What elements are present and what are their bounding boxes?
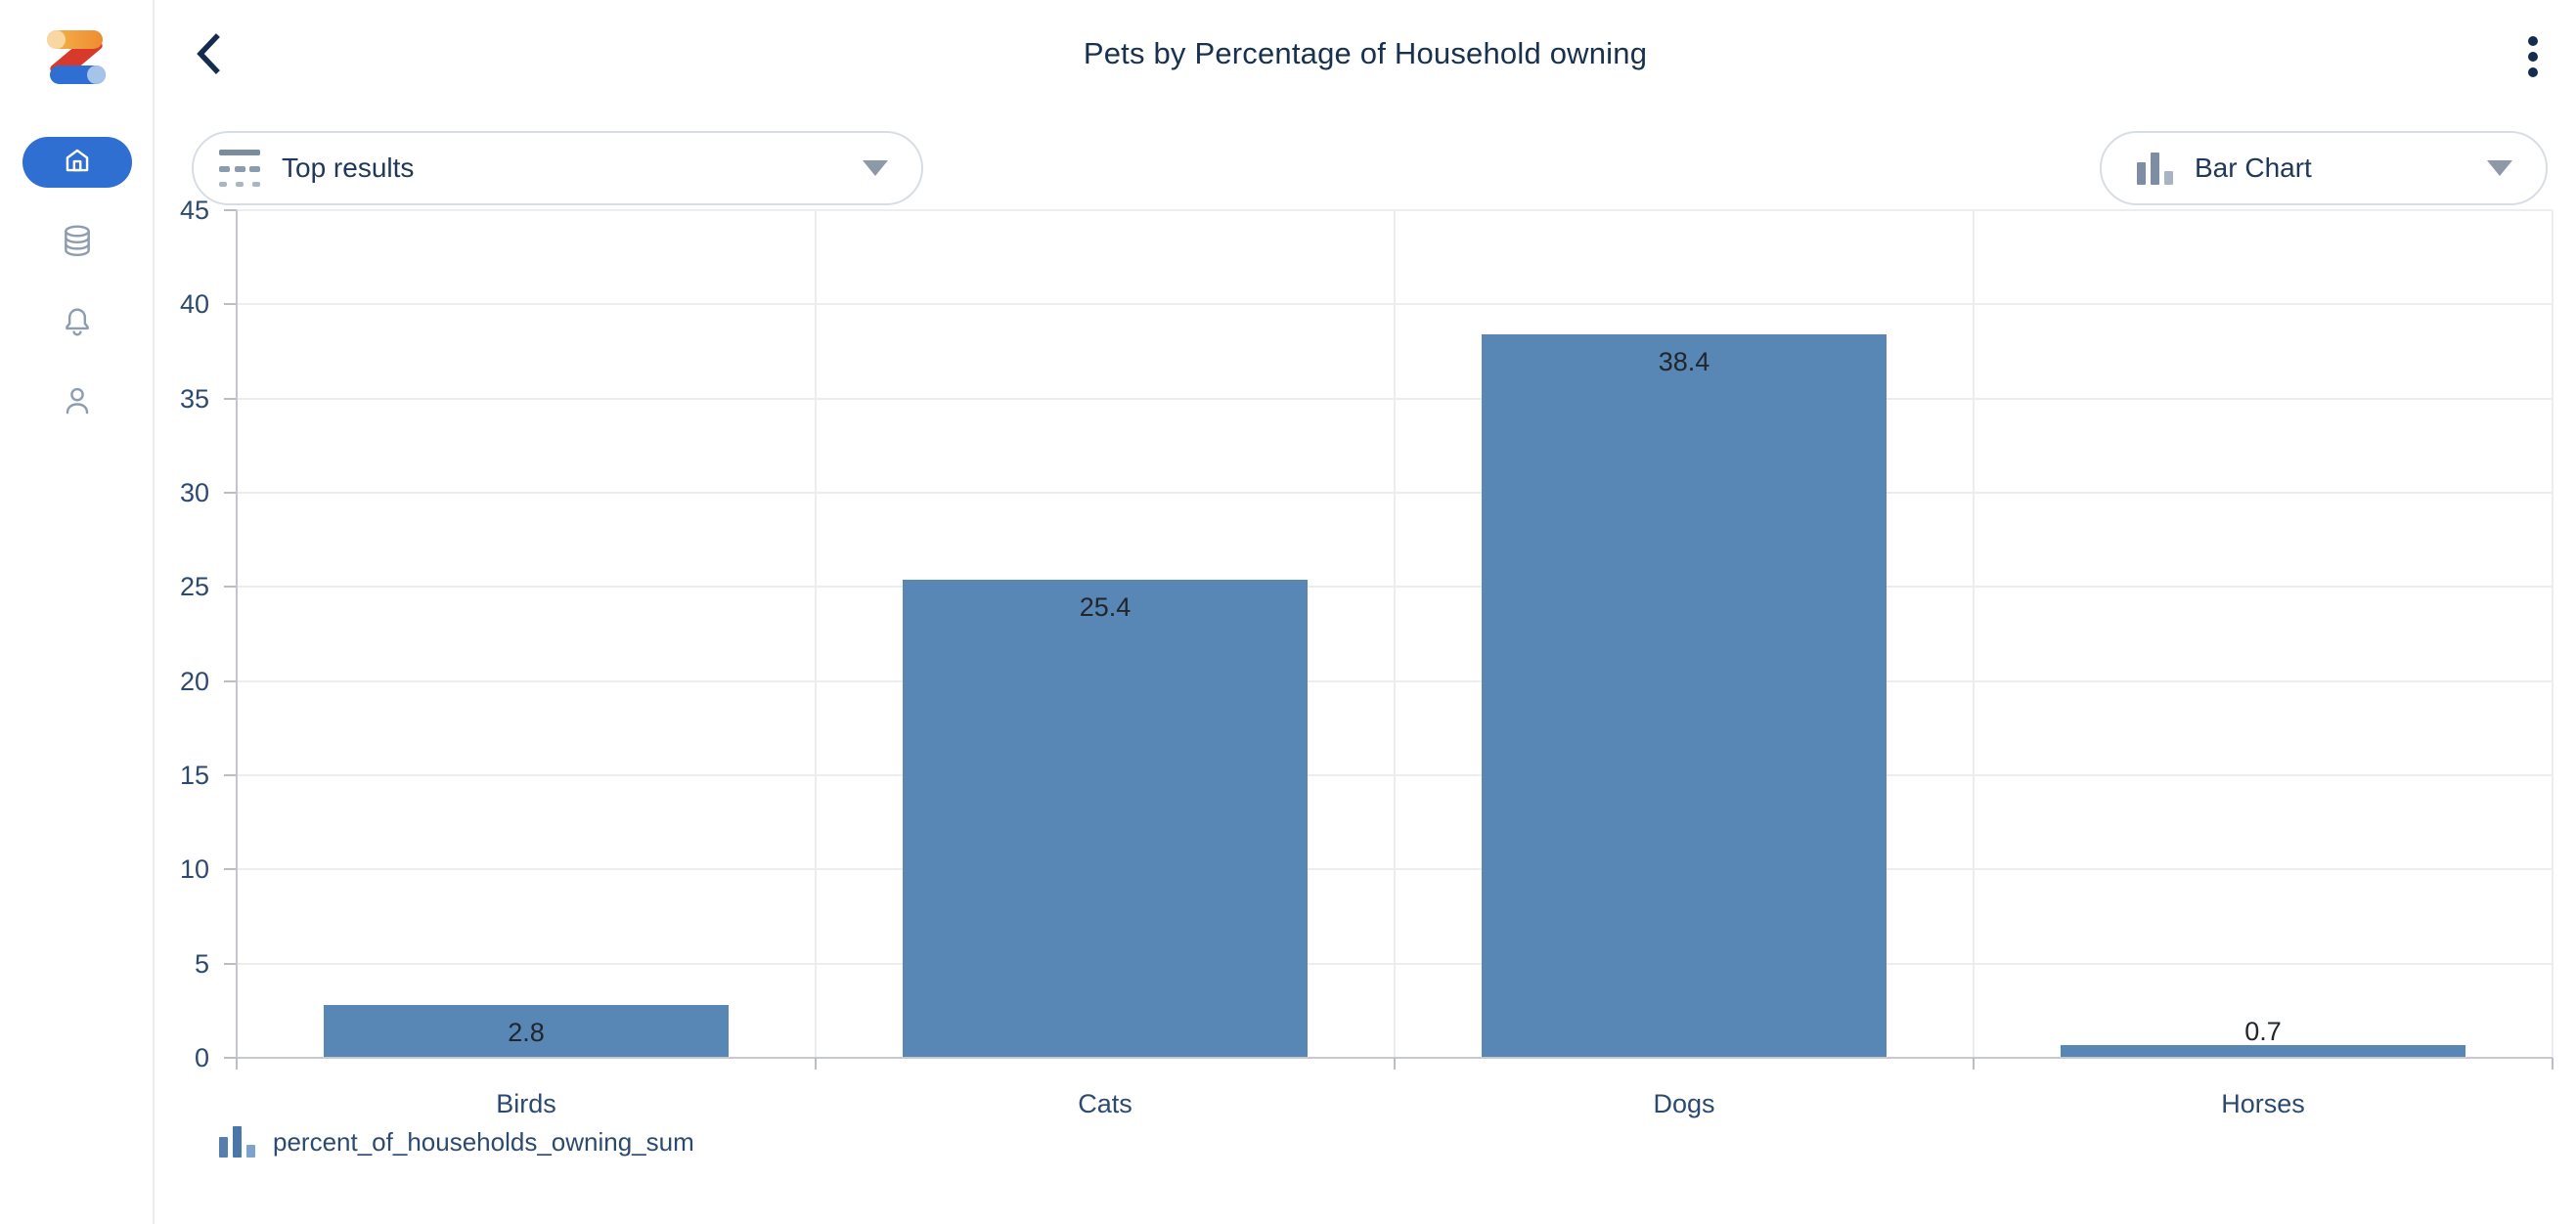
y-axis-tick-label: 30 [179, 478, 209, 507]
v-gridline [2552, 210, 2554, 1058]
y-axis-tick-label: 15 [179, 761, 209, 790]
legend-series-label: percent_of_households_owning_sum [273, 1126, 694, 1157]
bar-birds[interactable] [324, 1005, 729, 1058]
database-icon [60, 223, 95, 263]
sidebar-item-home[interactable] [0, 137, 155, 188]
chevron-left-icon [186, 33, 235, 82]
kebab-dot [2528, 67, 2538, 77]
y-axis-tick [224, 303, 237, 306]
y-axis-tick [224, 209, 237, 211]
person-icon [60, 383, 95, 423]
chart-legend[interactable]: percent_of_households_owning_sum [219, 1126, 694, 1158]
y-axis-tick [224, 679, 237, 682]
y-axis-tick-label: 35 [179, 383, 209, 414]
y-axis-tick-label: 0 [194, 1043, 209, 1072]
x-axis-tick [236, 1058, 238, 1070]
x-axis-tick [2552, 1058, 2554, 1070]
x-axis-category-label: Horses [2221, 1089, 2305, 1118]
chevron-down-icon [863, 160, 888, 176]
kebab-dot [2528, 36, 2538, 46]
logo-top-dot [47, 30, 66, 49]
legend-series-icon [219, 1126, 255, 1158]
bell-icon [60, 303, 95, 343]
y-axis-tick [224, 1057, 237, 1059]
kebab-dot [2528, 52, 2538, 62]
header: Pets by Percentage of Household owning [155, 0, 2576, 108]
bar-value-label: 2.8 [508, 1018, 545, 1048]
page-title: Pets by Percentage of Household owning [1083, 36, 1648, 70]
bar-chart-icon [2137, 152, 2173, 185]
v-gridline [1394, 210, 1396, 1058]
bar-value-label: 25.4 [1079, 591, 1132, 622]
sidebar-item-notifications[interactable] [0, 297, 155, 348]
y-axis-tick [224, 774, 237, 776]
bar-cats[interactable] [903, 579, 1308, 1058]
logo-bottom-dot [87, 66, 106, 84]
y-axis-tick [224, 868, 237, 871]
y-axis-tick-label: 25 [179, 572, 209, 602]
bar-dogs[interactable] [1482, 334, 1887, 1058]
y-axis-tick [224, 962, 237, 965]
y-axis-tick [224, 397, 237, 400]
active-pill [22, 137, 132, 188]
y-axis-tick [224, 586, 237, 589]
kebab-menu-button[interactable] [2521, 32, 2545, 81]
top-results-label: Top results [282, 153, 415, 183]
y-axis-line [236, 210, 238, 1070]
bar-value-label: 38.4 [1658, 347, 1710, 377]
top-results-dropdown[interactable]: Top results [192, 131, 923, 205]
y-axis-tick-label: 45 [179, 196, 209, 225]
x-axis-category-label: Cats [1078, 1089, 1133, 1118]
zoho-analytics-logo[interactable] [45, 25, 108, 88]
v-gridline [815, 210, 817, 1058]
x-axis-tick [1973, 1058, 1975, 1070]
sidebar-item-account[interactable] [0, 377, 155, 428]
chart-type-label: Bar Chart [2195, 153, 2312, 183]
y-axis-tick-label: 5 [194, 948, 209, 979]
y-axis-tick-label: 40 [179, 289, 209, 320]
chart-type-dropdown[interactable]: Bar Chart [2100, 131, 2548, 205]
y-axis-tick [224, 492, 237, 494]
home-icon [60, 143, 95, 183]
x-axis-category-label: Dogs [1653, 1089, 1715, 1118]
top-results-filter-icon [219, 150, 260, 187]
sidebar-nav [0, 137, 155, 458]
back-button[interactable] [186, 29, 235, 78]
bar-value-label: 0.7 [2244, 1016, 2282, 1046]
v-gridline [1973, 210, 1975, 1058]
y-axis-tick-label: 10 [179, 854, 209, 885]
chevron-down-icon [2487, 160, 2512, 176]
bar-horses[interactable] [2061, 1044, 2465, 1058]
sidebar-item-data[interactable] [0, 217, 155, 268]
x-axis-tick [1394, 1058, 1396, 1070]
x-axis-tick [815, 1058, 817, 1070]
x-axis-category-label: Birds [496, 1089, 556, 1118]
y-axis-tick-label: 20 [179, 666, 209, 696]
sidebar [0, 0, 155, 1224]
